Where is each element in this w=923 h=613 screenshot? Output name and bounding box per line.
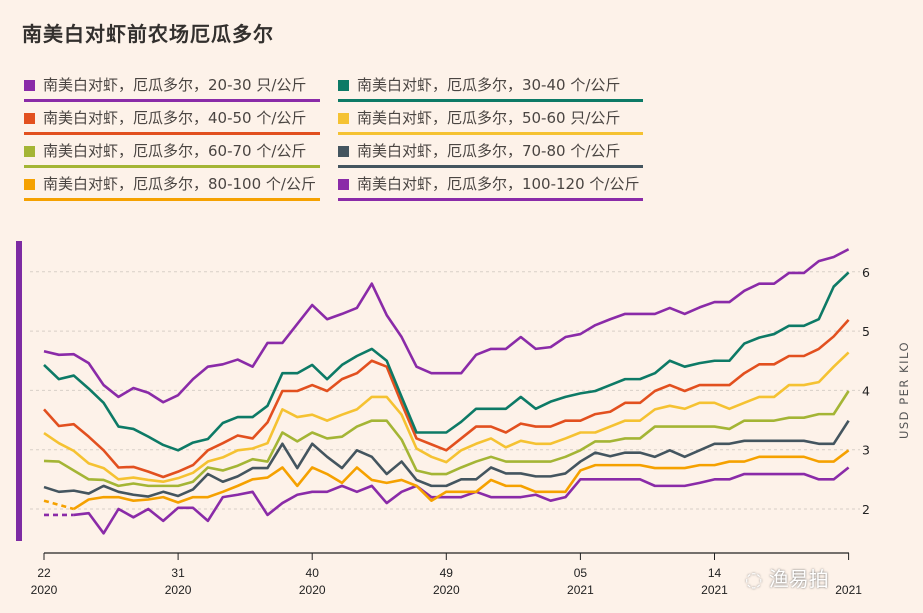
legend-swatch: [24, 80, 35, 91]
legend-label: 南美白对虾，厄瓜多尔，60-70 个/公斤: [43, 142, 307, 160]
legend-item-80-100: 南美白对虾，厄瓜多尔，80-100 个/公斤: [24, 173, 320, 201]
series-line: [43, 318, 850, 479]
watermark: ◌ 渔易拍: [745, 563, 829, 592]
x-tick-year: 2020: [165, 583, 192, 597]
legend-swatch: [24, 146, 35, 157]
legend-label: 南美白对虾，厄瓜多尔，50-60 只/公斤: [356, 109, 621, 127]
y-axis-label: USD PER KILO: [897, 341, 911, 439]
legend-item-100-120: 南美白对虾，厄瓜多尔，100-120 个/公斤: [337, 173, 644, 201]
series-line-estimated: [43, 499, 75, 511]
y-tick-label: 5: [862, 324, 870, 339]
watermark-text: 渔易拍: [768, 567, 829, 591]
legend-item-30-40: 南美白对虾，厄瓜多尔，30-40 个/公斤: [337, 74, 644, 102]
legend: 南美白对虾，厄瓜多尔，20-30 只/公斤 南美白对虾，厄瓜多尔，30-40 个…: [24, 74, 644, 201]
legend-item-70-80: 南美白对虾，厄瓜多尔，70-80 个/公斤: [337, 140, 644, 168]
x-tick-week: 40: [306, 566, 320, 580]
y-tick-label: 2: [862, 502, 870, 517]
legend-underline: [337, 132, 644, 135]
series-line: [43, 351, 850, 484]
x-tick-year: 2020: [31, 583, 58, 597]
legend-swatch: [337, 113, 349, 124]
series-line: [43, 271, 850, 452]
y-tick-label: 6: [862, 265, 870, 280]
legend-label: 南美白对虾，厄瓜多尔，40-50 个/公斤: [43, 109, 307, 127]
legend-underline: [24, 165, 320, 168]
legend-swatch: [24, 113, 35, 124]
x-tick-year: 2021: [567, 583, 594, 597]
accent-bar: [16, 241, 22, 541]
legend-swatch: [337, 146, 349, 157]
legend-item-40-50: 南美白对虾，厄瓜多尔，40-50 个/公斤: [24, 107, 320, 135]
series-line: [43, 248, 850, 404]
series-line: [43, 419, 850, 498]
series-line: [73, 449, 850, 511]
series-line: [43, 390, 850, 488]
x-tick-week: 49: [440, 566, 454, 580]
legend-underline: [337, 198, 644, 201]
x-tick-week: 22: [37, 566, 51, 580]
x-tick-year: 2020: [433, 583, 460, 597]
wechat-icon: ◌: [745, 567, 763, 591]
x-tick-year: 2021: [835, 583, 862, 597]
legend-underline: [24, 99, 320, 102]
legend-underline: [337, 165, 644, 168]
x-tick-week: 31: [171, 566, 185, 580]
chart-title: 南美白对虾前农场厄瓜多尔: [22, 22, 274, 46]
legend-swatch: [337, 80, 349, 91]
x-tick-week: 14: [708, 566, 722, 580]
y-tick-label: 4: [862, 383, 870, 398]
legend-swatch: [24, 179, 35, 190]
legend-underline: [337, 99, 644, 102]
legend-item-20-30: 南美白对虾，厄瓜多尔，20-30 只/公斤: [24, 74, 320, 102]
legend-label: 南美白对虾，厄瓜多尔，70-80 个/公斤: [356, 142, 621, 160]
x-tick-year: 2021: [701, 583, 728, 597]
legend-underline: [24, 132, 320, 135]
legend-label: 南美白对虾，厄瓜多尔，80-100 个/公斤: [43, 175, 316, 193]
x-tick-week: 05: [574, 566, 588, 580]
legend-item-60-70: 南美白对虾，厄瓜多尔，60-70 个/公斤: [24, 140, 320, 168]
legend-label: 南美白对虾，厄瓜多尔，30-40 个/公斤: [356, 76, 621, 94]
legend-underline: [24, 198, 320, 201]
legend-label: 南美白对虾，厄瓜多尔，100-120 个/公斤: [356, 175, 640, 193]
legend-swatch: [337, 179, 349, 190]
y-tick-label: 3: [862, 443, 870, 458]
x-tick-year: 2020: [299, 583, 326, 597]
series-line: [73, 466, 850, 535]
legend-item-50-60: 南美白对虾，厄瓜多尔，50-60 只/公斤: [337, 107, 644, 135]
legend-label: 南美白对虾，厄瓜多尔，20-30 只/公斤: [43, 76, 307, 94]
